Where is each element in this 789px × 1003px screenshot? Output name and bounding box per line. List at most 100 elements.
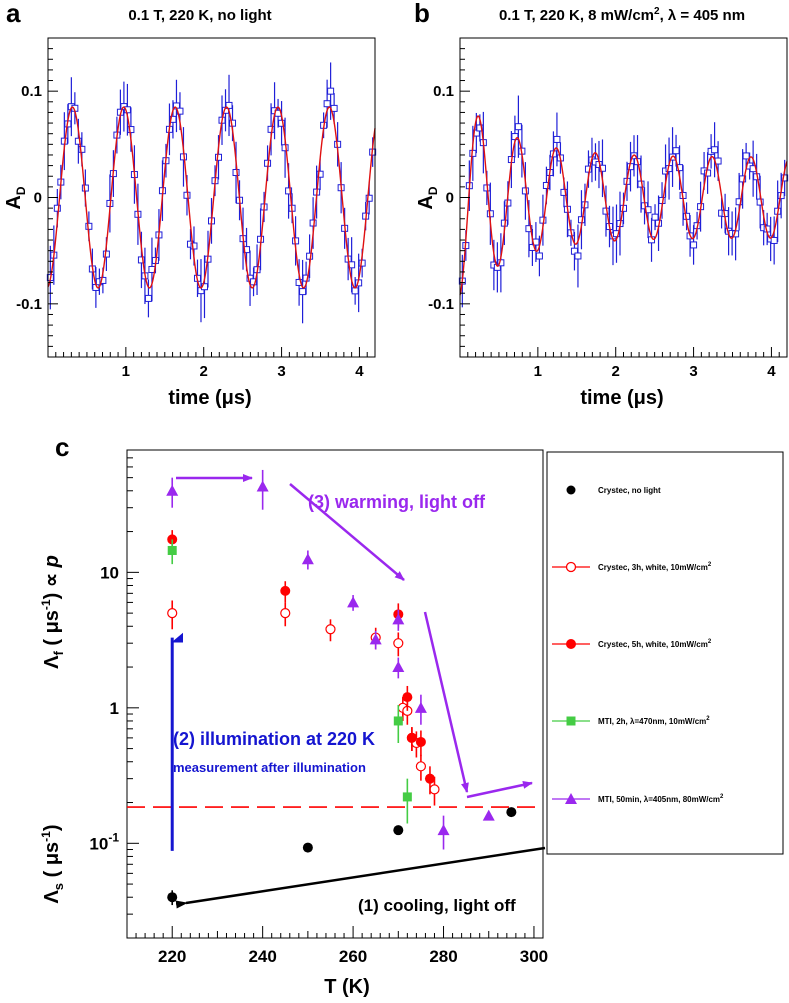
series-crystec-no-light — [167, 807, 517, 906]
legend-marker-black-circle — [566, 485, 576, 495]
legend-entry-crystec-no-light: Crystec, no light — [566, 485, 661, 495]
plotA-points — [46, 62, 377, 324]
data-point — [316, 170, 324, 178]
y-tick-label-0.1: 10-1 — [89, 830, 119, 853]
legend-label-5-sup: 2 — [720, 794, 724, 800]
y-tick-label: 0 — [446, 190, 454, 207]
data-point — [742, 152, 750, 160]
panel-c-xlabel: T (K) — [324, 976, 370, 998]
arrow-cooling — [175, 846, 546, 909]
annotation-cooling: (1) cooling, light off — [358, 896, 516, 915]
fit-curve — [47, 106, 376, 289]
ylabel-lower-rest2: ) — [41, 824, 63, 831]
data-point — [85, 222, 93, 230]
data-point — [393, 638, 404, 649]
x-tick-label: 280 — [429, 947, 457, 966]
data-point — [525, 225, 533, 233]
ylabel-upper-p: p — [41, 555, 63, 568]
data-point — [243, 246, 251, 254]
data-point — [365, 194, 373, 202]
panel-b-title-sup: 2 — [654, 6, 660, 17]
panel-b-ylabel-sub: D — [426, 186, 440, 195]
legend-label-4-sup: 2 — [706, 716, 710, 722]
legend-entry-mti-50min: MTI, 50min, λ=405nm, 80mW/cm2 — [552, 793, 724, 804]
panel-a-ylabel: AD — [3, 186, 28, 209]
legend-entry-crystec-3h: Crystec, 3h, white, 10mW/cm2 — [552, 561, 712, 573]
x-tick-label: 300 — [520, 947, 548, 966]
svg-text:AD: AD — [415, 186, 440, 209]
data-point — [393, 716, 403, 726]
data-point — [99, 276, 107, 284]
legend-entry-mti-2h: MTI, 2h, λ=470nm, 10mW/cm2 — [552, 716, 710, 726]
panel-b-title-suffix: , λ = 405 nm — [660, 7, 745, 24]
y-tick-label: 0.1 — [21, 83, 42, 100]
x-tick-label: 4 — [355, 363, 364, 380]
data-point — [414, 701, 427, 713]
data-point — [514, 123, 522, 131]
y-tick-label-1: 1 — [110, 699, 119, 718]
panel-b-letter: b — [414, 0, 430, 28]
data-point — [392, 613, 405, 625]
x-tick-label: 2 — [612, 363, 620, 380]
legend-marker-green-square — [566, 716, 576, 726]
data-point — [415, 736, 426, 747]
ylabel-upper-sup: -1 — [39, 599, 53, 610]
x-tick-label: 4 — [767, 363, 776, 380]
data-point — [127, 126, 135, 134]
data-point — [781, 174, 789, 182]
legend-label-3: Crystec, 5h, white, 10mW/cm2 — [598, 639, 712, 649]
fit-curve — [459, 115, 788, 296]
data-point — [167, 892, 178, 903]
legend-marker-purple-triangle — [565, 793, 577, 804]
data-point — [598, 164, 606, 172]
svg-text:Λf ( μs-1) ∝ p: Λf ( μs-1) ∝ p — [39, 555, 66, 669]
data-point — [402, 792, 412, 802]
data-point — [424, 773, 435, 784]
annotation-warming: (3) warming, light off — [308, 492, 486, 512]
data-point — [553, 135, 561, 143]
data-point — [78, 145, 86, 153]
ylabel-upper-rest2: ) ∝ — [41, 567, 63, 599]
data-point — [535, 252, 543, 260]
legend-label-4: MTI, 2h, λ=470nm, 10mW/cm2 — [598, 716, 710, 726]
data-point — [301, 553, 314, 565]
panel-a-title: 0.1 T, 220 K, no light — [128, 7, 271, 24]
data-point — [672, 147, 680, 155]
panel-b-xlabel: time (μs) — [580, 387, 663, 409]
data-point — [327, 87, 335, 95]
panel-b-title: 0.1 T, 220 K, 8 mW/cm2, λ = 405 nm — [499, 6, 745, 24]
legend-label-3-text: Crystec, 5h, white, 10mW/cm — [598, 640, 708, 649]
data-point — [306, 252, 314, 260]
series-mti-2h — [167, 539, 412, 824]
legend-label-2-text: Crystec, 3h, white, 10mW/cm — [598, 563, 708, 572]
data-point — [347, 596, 360, 608]
legend-label-2: Crystec, 3h, white, 10mW/cm2 — [598, 562, 712, 572]
panel-b-ylabel: AD — [415, 186, 440, 209]
legend-label-1: Crystec, no light — [598, 486, 661, 495]
series-crystec-5h — [167, 530, 435, 795]
data-point — [144, 294, 152, 302]
data-point — [302, 842, 313, 853]
y-tick-label: -0.1 — [428, 296, 454, 313]
data-point — [351, 287, 359, 295]
panel-a: a 0.1 T, 220 K, no light 1 2 3 4 0.1 0 -0.1 ti… — [3, 0, 377, 409]
panel-a-xlabel: time (μs) — [168, 387, 251, 409]
data-point — [756, 198, 764, 206]
data-point — [309, 219, 317, 227]
plot-frame — [47, 37, 376, 358]
data-point — [406, 732, 417, 743]
data-point — [232, 169, 240, 177]
data-point — [369, 633, 382, 645]
data-point — [651, 213, 659, 221]
series-mti-50min — [166, 469, 495, 850]
data-point — [325, 624, 336, 635]
x-tick-label: 3 — [277, 363, 285, 380]
x-tick-label: 2 — [200, 363, 208, 380]
x-tick-label: 3 — [689, 363, 697, 380]
data-point — [644, 206, 652, 214]
y-tick-label-0.1-exp: -1 — [108, 830, 119, 844]
x-tick-label: 1 — [122, 363, 130, 380]
legend-box — [546, 451, 784, 855]
data-point — [402, 692, 413, 703]
